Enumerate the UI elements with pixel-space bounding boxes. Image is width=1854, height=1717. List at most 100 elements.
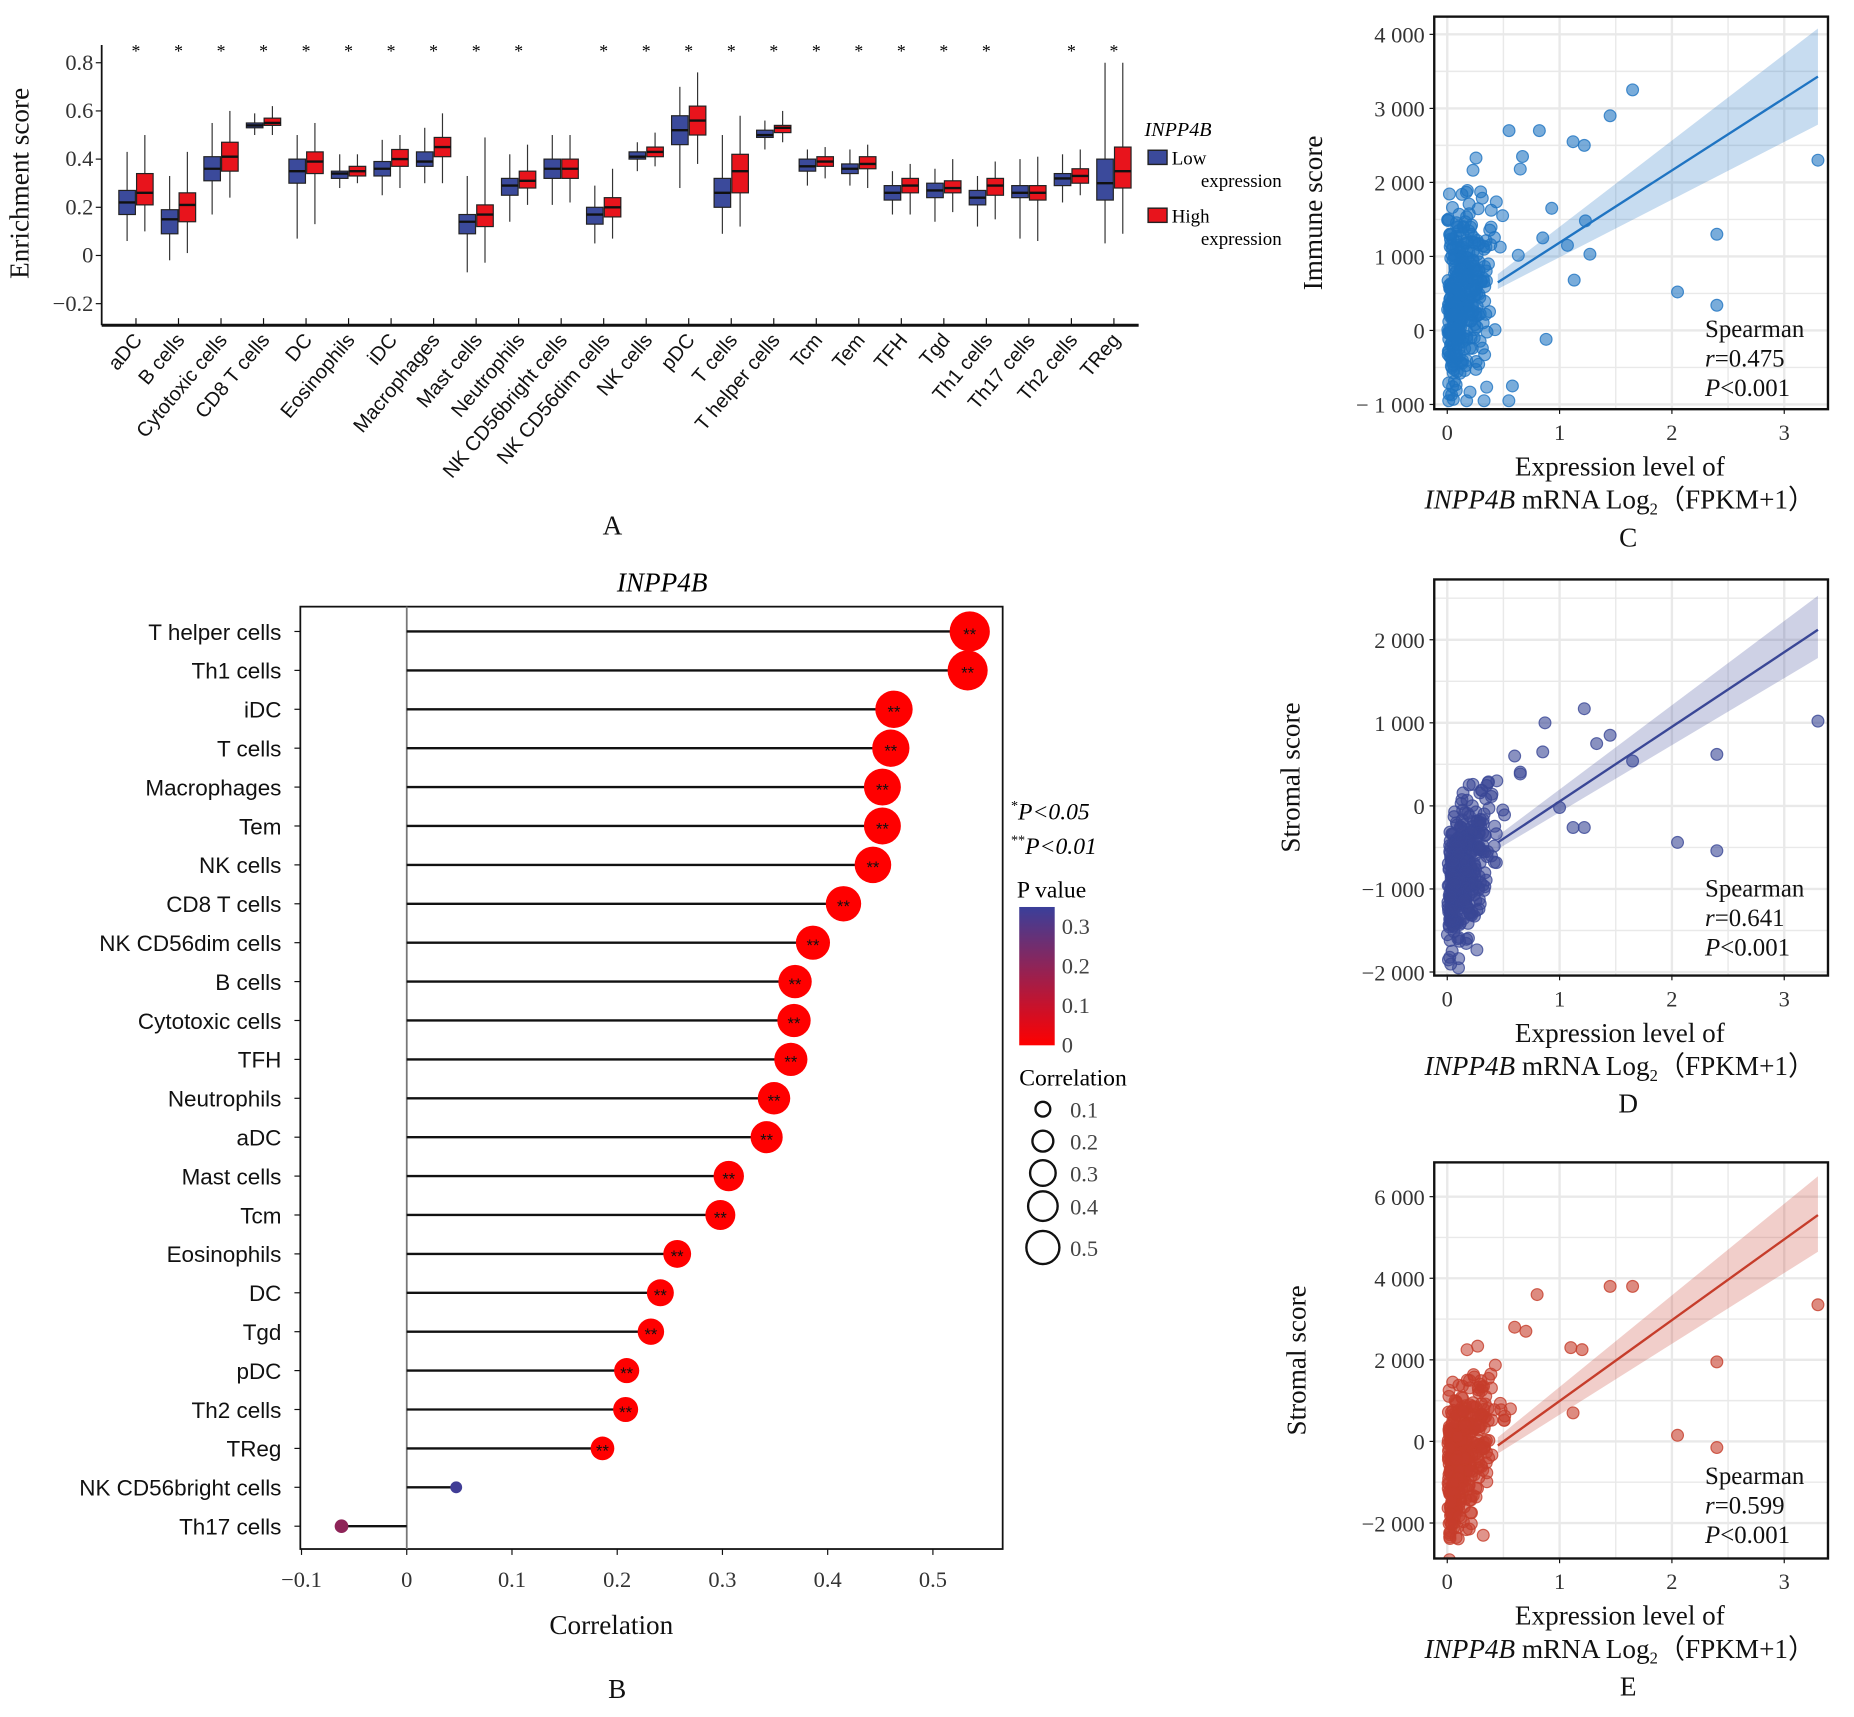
stat-p-label: P	[1704, 934, 1720, 961]
box	[458, 213, 477, 235]
box-low	[118, 151, 136, 242]
data-point	[1590, 737, 1604, 751]
stat-p: P<0.001	[1704, 375, 1790, 402]
data-point	[1488, 1358, 1502, 1372]
row-label: Th2 cells	[192, 1398, 282, 1423]
lollipop-dot	[863, 768, 901, 806]
x-category-label: Tgd	[916, 330, 955, 371]
data-point	[1445, 1518, 1459, 1532]
y-tick-label: 0	[1414, 319, 1425, 344]
box	[263, 117, 282, 126]
row-label: Eosinophils	[167, 1242, 282, 1267]
data-point	[1511, 248, 1525, 262]
box-low	[1053, 154, 1072, 203]
panel-e-scatter: 6 000 4 000 2 000 0 −2 000 0 1 2 3 Stromal score E…	[1281, 1161, 1830, 1702]
stat-r: r=0.641	[1705, 905, 1785, 932]
dot-significance: **	[884, 741, 897, 760]
lollipop-dot	[613, 1396, 639, 1423]
x-tick-label: 0	[401, 1567, 412, 1592]
significance-star: *	[727, 41, 736, 61]
panel-label: C	[1619, 522, 1637, 552]
x-category-label: TReg	[1076, 330, 1124, 382]
box	[1113, 146, 1132, 189]
stat-r-value: =0.599	[1715, 1493, 1785, 1520]
corr-size-label: 0.1	[1070, 1097, 1098, 1122]
panel-b-legend: *P<0.05 **P<0.01 P value Correlation	[1011, 798, 1127, 1091]
dot-significance: **	[788, 1014, 801, 1033]
box-high	[1028, 156, 1047, 242]
data-point	[1710, 844, 1724, 858]
pvalue-colorbar	[1019, 906, 1055, 1046]
box-low	[245, 113, 264, 136]
data-point	[1536, 231, 1550, 245]
data-point	[1671, 835, 1685, 849]
row-label: NK CD56dim cells	[99, 931, 281, 956]
box	[585, 206, 604, 225]
box-high	[391, 135, 409, 189]
plot-area	[1434, 1162, 1828, 1559]
dot-significance: **	[876, 819, 889, 838]
dot-significance: **	[714, 1208, 727, 1227]
data-point	[1536, 745, 1550, 759]
panel-b-label: B	[608, 1674, 626, 1704]
y-tick-label: −1 000	[1362, 877, 1425, 902]
data-point	[1508, 1320, 1522, 1334]
x-tick-label: 0.2	[603, 1567, 631, 1592]
legend-high: High expression	[1147, 206, 1282, 250]
data-point	[1513, 162, 1527, 176]
data-point	[1462, 778, 1476, 792]
significance-star: *	[642, 41, 651, 61]
panel-d-scatter: 2 000 1 000 0 −1 000 −2 000 0 1 2 3 Stromal score…	[1275, 578, 1830, 1119]
x-axis-label-line1: Expression level of	[1515, 451, 1726, 481]
box	[178, 192, 197, 223]
x-tick-label: 2	[1666, 1569, 1677, 1594]
lollipop-dot	[795, 925, 831, 960]
y-axis-label: Immune score	[1298, 136, 1328, 291]
dot-significance: **	[789, 975, 802, 994]
panel-a-legend-title: INPP4B	[1144, 119, 1212, 141]
corr-size-circle	[1031, 1129, 1055, 1153]
y-tick-label: 0	[1414, 1430, 1425, 1455]
data-point	[1459, 185, 1473, 199]
data-point	[1469, 151, 1483, 165]
row-label: Cytotoxic cells	[138, 1009, 282, 1034]
lollipop-dot	[750, 1121, 783, 1154]
data-point	[1448, 876, 1462, 890]
y-tick-label: 0.8	[65, 50, 93, 75]
row-label: pDC	[236, 1359, 281, 1384]
panel-b-title: INPP4B	[616, 567, 708, 597]
box	[858, 156, 877, 170]
data-point	[1502, 124, 1516, 138]
data-point	[1564, 1341, 1578, 1355]
dot-significance: **	[722, 1169, 735, 1188]
x-tick-label: 0	[1442, 420, 1453, 445]
data-point	[1503, 1402, 1517, 1416]
box-high	[731, 115, 749, 227]
panel-label: D	[1618, 1089, 1638, 1119]
dot-significance: **	[644, 1325, 657, 1344]
data-point	[1474, 185, 1488, 199]
box-low	[628, 142, 647, 172]
row-label: B cells	[215, 970, 281, 995]
y-tick-label: 2 000	[1374, 171, 1425, 196]
row-label: Tgd	[243, 1320, 282, 1345]
significance-star: *	[132, 41, 141, 61]
x-axis-label-line1: Expression level of	[1515, 1601, 1726, 1631]
dot-significance: **	[888, 703, 901, 722]
gene-name: INPP4B	[1424, 485, 1516, 515]
xlabel-part: mRNA Log	[1515, 485, 1650, 515]
data-point	[1447, 904, 1461, 918]
y-tick-label: −0.2	[53, 291, 94, 316]
data-point	[1444, 282, 1458, 296]
box	[518, 170, 537, 189]
data-point	[1480, 778, 1494, 792]
box-high	[561, 135, 579, 203]
data-point	[1483, 223, 1497, 237]
box-high	[476, 137, 494, 263]
legend-sig1: *P<0.05	[1011, 798, 1090, 825]
box-low	[1011, 159, 1029, 239]
lollipop-dot	[777, 1003, 811, 1038]
box-low	[713, 135, 732, 234]
box-low	[585, 185, 604, 244]
